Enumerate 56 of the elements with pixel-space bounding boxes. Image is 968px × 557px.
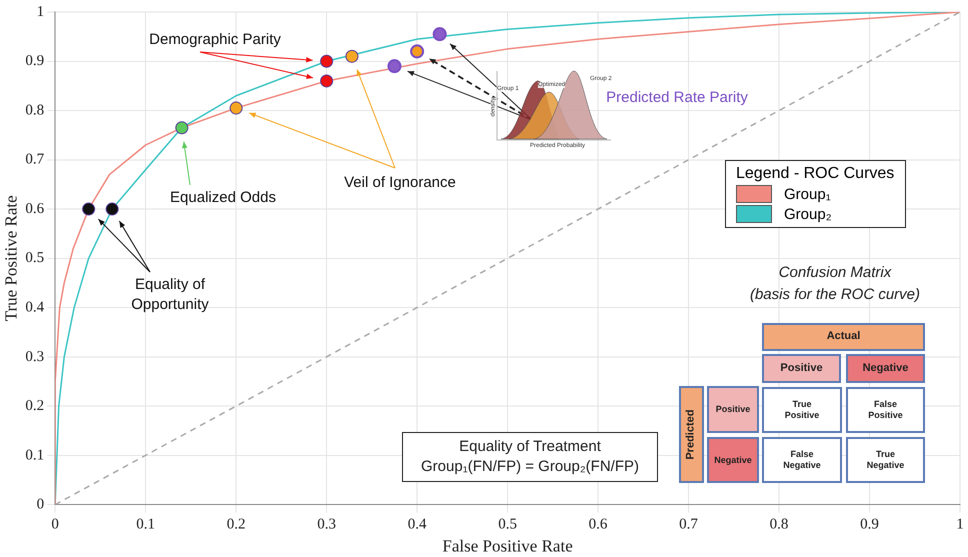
- point: [345, 50, 358, 63]
- x-tick-label: 0.7: [679, 516, 698, 533]
- legend-title: Legend - ROC Curves: [736, 165, 895, 183]
- x-tick-label: 0.3: [317, 516, 336, 533]
- x-tick-label: 0.4: [408, 516, 427, 533]
- annotation: Confusion Matrix: [778, 262, 892, 282]
- y-tick-label: 0.3: [25, 348, 44, 365]
- annotation: Predicted: [684, 409, 698, 460]
- y-axis-title: True Positive Rate: [2, 195, 21, 322]
- annotation: False Positive: [846, 387, 925, 433]
- point: [320, 74, 334, 88]
- y-tick-label: 0.6: [25, 200, 45, 217]
- legend-label: Group₁: [784, 186, 831, 202]
- x-tick-label: 1: [956, 516, 964, 533]
- y-tick-label: 0.4: [25, 299, 45, 316]
- annotation: True Negative: [846, 437, 925, 483]
- y-tick-label: 0.7: [25, 152, 45, 168]
- point: [387, 59, 402, 74]
- annotation: True Positive: [762, 387, 842, 433]
- text: Demographic Parity: [149, 31, 282, 48]
- annotation: (basis for the ROC curve): [748, 284, 922, 304]
- annotation: False Negative: [762, 437, 842, 483]
- x-tick-label: 0.8: [770, 516, 788, 533]
- annotation: Positive: [762, 354, 841, 383]
- x-tick-label: 0.5: [498, 516, 517, 533]
- y-tick-label: 0.1: [25, 447, 44, 464]
- y-tick-label: 1: [36, 4, 44, 20]
- point: [320, 54, 334, 68]
- x-tick-label: 0: [51, 516, 59, 533]
- x-tick-label: 0.9: [860, 516, 879, 533]
- text: Veil of Ignorance: [344, 174, 456, 192]
- x-tick-label: 0.2: [226, 516, 246, 533]
- text: Equality of Opportunity: [131, 276, 210, 314]
- point: [410, 44, 424, 58]
- annotation: Negative: [707, 437, 759, 483]
- point: [230, 102, 243, 115]
- text: Predicted Rate Parity: [606, 89, 748, 106]
- annotation: Positive: [707, 386, 759, 433]
- x-tick-label: 0.6: [588, 516, 608, 533]
- y-tick-label: 0.2: [25, 398, 44, 414]
- x-axis-title: False Positive Rate: [442, 536, 573, 556]
- point: [82, 202, 96, 216]
- annotation: Group₁(FN/FP) = Group₂(FN/FP): [421, 457, 639, 477]
- annotation: Equality of Treatment: [459, 437, 601, 457]
- text: Equalized Odds: [170, 189, 276, 206]
- annotation: Actual: [762, 323, 925, 351]
- y-tick-label: 0.5: [25, 250, 44, 266]
- annotation: Negative: [846, 354, 925, 383]
- point: [432, 27, 447, 42]
- x-tick-label: 0.1: [136, 516, 156, 533]
- point: [175, 121, 188, 134]
- y-tick-label: 0.8: [25, 102, 44, 118]
- y-tick-label: 0.9: [25, 53, 44, 70]
- legend-label: Group₂: [784, 206, 832, 222]
- y-tick-label: 0: [36, 496, 44, 513]
- point: [106, 202, 119, 216]
